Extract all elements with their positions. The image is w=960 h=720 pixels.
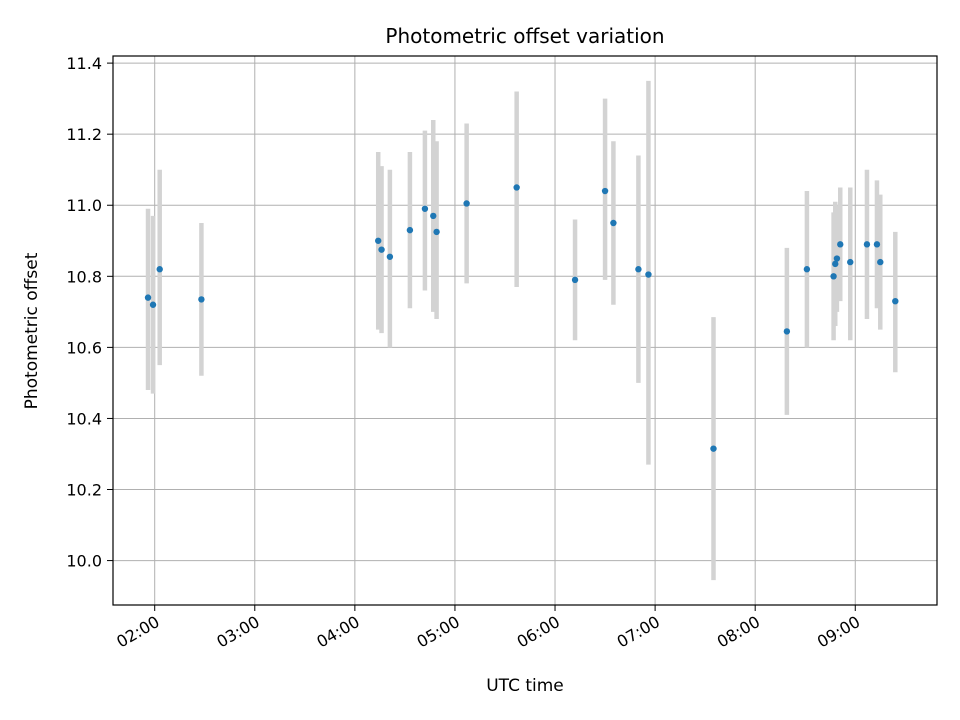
grid-lines bbox=[113, 56, 937, 605]
data-point bbox=[863, 241, 871, 248]
y-tick-label: 10.4 bbox=[66, 409, 102, 428]
y-tick-label: 10.8 bbox=[66, 267, 102, 286]
data-point bbox=[144, 294, 152, 301]
x-axis-label: UTC time bbox=[486, 676, 564, 696]
data-point bbox=[892, 297, 899, 305]
data-point bbox=[430, 212, 437, 220]
y-tick-label: 11.2 bbox=[66, 125, 102, 144]
data-point bbox=[421, 205, 429, 212]
y-tick-label: 10.0 bbox=[66, 552, 102, 571]
data-point bbox=[803, 266, 811, 273]
y-axis-label: Photometric offset bbox=[22, 252, 42, 409]
data-point bbox=[877, 258, 884, 266]
data-point bbox=[406, 226, 414, 234]
data-points bbox=[144, 184, 899, 452]
plot-frame bbox=[112, 55, 938, 606]
data-point bbox=[571, 276, 579, 284]
data-point bbox=[830, 273, 837, 280]
data-point bbox=[610, 219, 617, 227]
y-axis-ticks: 10.0 10.2 10.4 10.6 10.8 11.0 11.2 11.4 bbox=[66, 54, 113, 571]
data-point bbox=[833, 255, 841, 262]
data-point bbox=[463, 200, 470, 207]
data-point bbox=[847, 258, 854, 266]
data-point bbox=[386, 253, 394, 260]
data-point bbox=[710, 445, 717, 452]
data-point bbox=[156, 266, 163, 273]
data-point bbox=[513, 184, 520, 191]
data-point bbox=[375, 237, 382, 244]
data-point bbox=[837, 241, 844, 248]
data-point bbox=[601, 187, 609, 195]
y-tick-label: 10.6 bbox=[66, 338, 102, 357]
data-point bbox=[433, 228, 440, 236]
y-tick-label: 11.4 bbox=[66, 54, 102, 73]
y-tick-label: 10.2 bbox=[66, 481, 102, 500]
data-point bbox=[832, 260, 839, 268]
data-point bbox=[198, 296, 205, 303]
chart-title: Photometric offset variation bbox=[385, 24, 664, 48]
data-point bbox=[783, 328, 791, 335]
y-tick-label: 11.0 bbox=[66, 196, 102, 215]
data-point bbox=[378, 246, 385, 253]
data-point bbox=[873, 241, 881, 248]
data-point bbox=[149, 301, 157, 308]
data-point bbox=[645, 271, 652, 278]
data-point bbox=[635, 266, 642, 273]
